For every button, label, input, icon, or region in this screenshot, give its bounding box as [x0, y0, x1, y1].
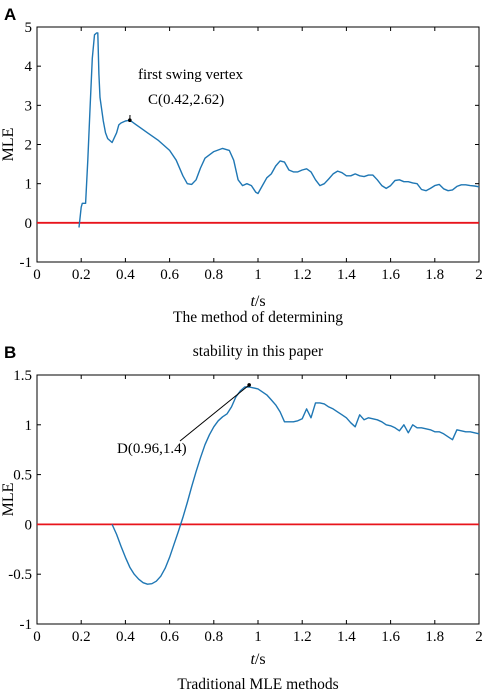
x-tick-label: 1 [254, 267, 262, 283]
x-tick-label: 1.4 [337, 629, 356, 645]
annotation-label: first swing vertex [138, 67, 243, 83]
annotation-label: D(0.96,1.4) [117, 441, 187, 457]
x-tick-label: 0 [33, 267, 41, 283]
x-axis-label-unit: /s [255, 293, 266, 310]
x-tick-label: 0.8 [204, 629, 223, 645]
x-tick-label: 0.6 [160, 267, 179, 283]
x-tick-label: 1.6 [381, 267, 400, 283]
y-tick-label: -1 [20, 255, 33, 271]
panel-a: A0 0.2 0.4 0.6 0.8 1 1.2 1.4 1.6 1.8 2-1012345firs… [0, 5, 483, 360]
axes-box [36, 26, 480, 263]
y-tick-label: 4 [25, 59, 33, 75]
y-tick-label: 1 [25, 418, 33, 434]
x-axis-label-unit: /s [255, 651, 266, 668]
y-axis-label: MLE [0, 483, 17, 517]
x-tick-label: 1.2 [293, 629, 312, 645]
x-tick-label: 1.2 [293, 267, 312, 283]
panel-caption: Traditional MLE methods [177, 676, 338, 691]
y-tick-label: 5 [25, 20, 33, 36]
series-line [78, 32, 480, 228]
x-tick-label: 2 [475, 267, 483, 283]
panel-caption: stability in this paper [193, 343, 324, 360]
y-tick-label: 0 [25, 517, 33, 533]
axes-box [36, 374, 480, 625]
annotation-point [247, 383, 251, 387]
panel-caption: The method of determining [173, 309, 343, 326]
annotation-label: C(0.42,2.62) [148, 92, 224, 108]
x-tick-label: 1 [254, 629, 262, 645]
y-tick-label: 0.5 [13, 468, 32, 484]
x-axis-label: t/s [250, 651, 265, 668]
x-tick-label: 0.8 [204, 267, 223, 283]
x-tick-label: 0.2 [72, 267, 91, 283]
y-tick-label: 1.5 [13, 368, 32, 384]
x-tick-label: 2 [475, 629, 483, 645]
panel-b: B 0 0.2 0.4 0.6 0.8 1 1.2 1.4 1.6 1.8 2 -1 -0.5 0 0.5 1 1… [0, 343, 483, 691]
x-tick-label: 0.4 [116, 629, 135, 645]
panel-letter: A [4, 5, 16, 24]
y-tick-label: 3 [25, 98, 33, 114]
y-axis-label: MLE [0, 128, 17, 162]
x-tick-label: 0.4 [116, 267, 135, 283]
y-tick-label: -1 [20, 617, 33, 633]
x-axis-label-variable: t [250, 293, 255, 310]
y-tick-label: -0.5 [8, 567, 32, 583]
x-tick-label: 1.8 [425, 267, 444, 283]
x-tick-label: 0 [33, 629, 41, 645]
y-tick-label: 2 [25, 138, 33, 154]
annotation-point [128, 118, 132, 123]
series-line [111, 386, 480, 585]
x-tick-label: 1.6 [381, 629, 400, 645]
y-tick-label: 0 [25, 216, 33, 232]
panel-letter: B [4, 343, 16, 362]
x-tick-label: 1.4 [337, 267, 356, 283]
y-tick-label: 1 [25, 177, 33, 193]
x-tick-label: 0.2 [72, 629, 91, 645]
x-axis-label: t/s [250, 293, 265, 310]
x-axis-label-variable: t [250, 651, 255, 668]
x-tick-label: 1.8 [425, 629, 444, 645]
annotation-pointer [179, 384, 250, 442]
x-tick-label: 0.6 [160, 629, 179, 645]
